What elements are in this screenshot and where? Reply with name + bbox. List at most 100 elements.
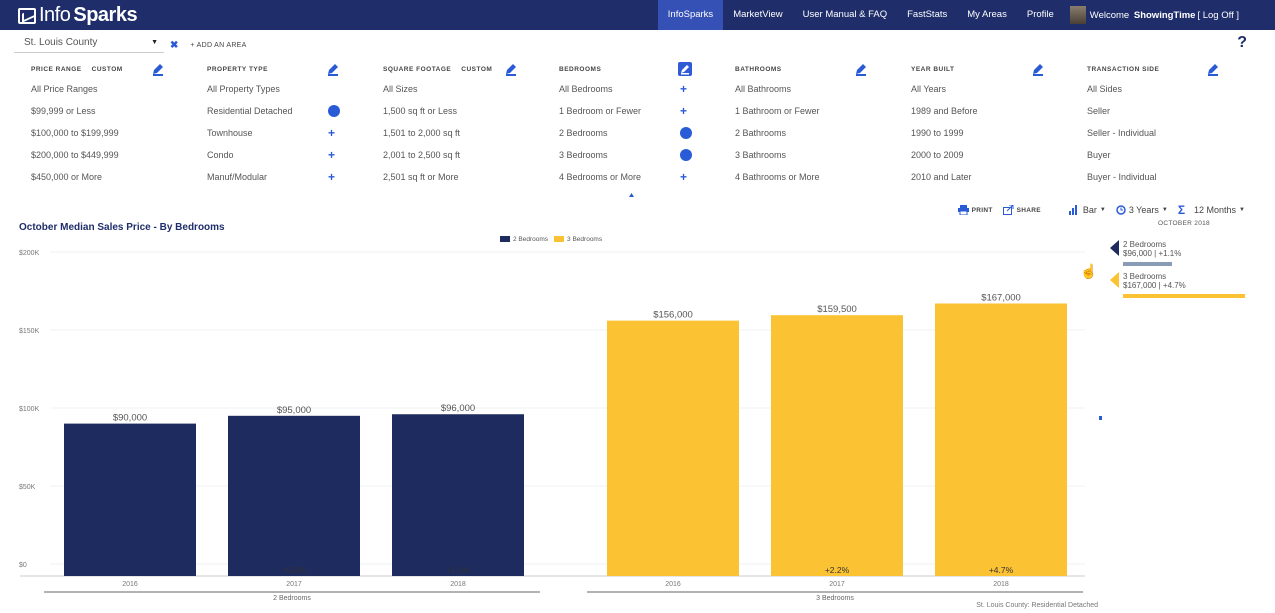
logoff-link[interactable]: [ Log Off ] [1197,9,1239,21]
filter-option[interactable]: All Bedrooms + [559,78,735,100]
edit-filter-icon[interactable] [678,62,692,76]
bar[interactable] [771,315,903,576]
period-value: 12 Months [1194,205,1237,215]
add-plus-icon[interactable]: + [680,82,688,96]
filter-option[interactable]: 1990 to 1999 [911,122,1087,144]
edit-filter-icon[interactable] [1031,62,1045,76]
filter-heading: BATHROOMS [735,60,911,78]
custom-link[interactable]: CUSTOM [91,65,123,73]
help-icon[interactable]: ? [1237,34,1247,51]
filter-option[interactable]: Condo + [207,144,383,166]
filter-option[interactable]: Seller - Individual [1087,122,1263,144]
change-label: +5.6% [282,565,307,575]
filter-heading: TRANSACTION SIDE [1087,60,1263,78]
bar[interactable] [607,320,739,576]
summary-entry-2br[interactable]: 2 Bedrooms $96,000 | +1.1% [1108,240,1240,266]
add-plus-icon[interactable]: + [328,126,336,140]
filter-heading: YEAR BUILT [911,60,1087,78]
filter-option[interactable]: Seller [1087,100,1263,122]
area-dropdown[interactable]: St. Louis County ▼ [14,37,164,53]
edit-filter-icon[interactable] [854,62,868,76]
remove-area-icon[interactable]: ✖ [170,39,179,51]
filter-option[interactable]: Residential Detached [207,100,383,122]
filter-option[interactable]: All Years [911,78,1087,100]
edit-filter-icon[interactable] [1206,62,1220,76]
group-label: 3 Bedrooms [816,595,854,602]
add-plus-icon[interactable]: + [680,170,688,184]
legend-item[interactable]: 3 Bedrooms [554,236,602,243]
filter-option[interactable]: 1,500 sq ft or Less [383,100,559,122]
summary-entry-3br[interactable]: 3 Bedrooms $167,000 | +4.7% [1108,272,1245,298]
add-plus-icon[interactable]: + [328,170,336,184]
filter-option[interactable]: 1989 and Before [911,100,1087,122]
filter-option[interactable]: Buyer [1087,144,1263,166]
legend-item[interactable]: 2 Bedrooms [500,236,548,243]
filter-option[interactable]: All Sides [1087,78,1263,100]
filter-option[interactable]: 2 Bathrooms [735,122,911,144]
filter-option[interactable]: 2010 and Later [911,166,1087,188]
caret-down-icon: ▼ [151,39,158,46]
filter-option[interactable]: 2000 to 2009 [911,144,1087,166]
filter-option[interactable]: 1 Bathroom or Fewer [735,100,911,122]
nav-infosparks[interactable]: InfoSparks [657,0,724,30]
filter-option[interactable]: 3 Bedrooms [559,144,735,166]
caret-down-icon: ▼ [1099,207,1106,213]
range-dropdown[interactable]: 3 Years ▼ [1116,205,1168,215]
filter-option[interactable]: $99,999 or Less [31,100,207,122]
filter-option[interactable]: All Property Types [207,78,383,100]
filter-heading: PRICE RANGE CUSTOM [31,60,207,78]
filter-option[interactable]: $100,000 to $199,999 [31,122,207,144]
filter-option[interactable]: 3 Bathrooms [735,144,911,166]
bar-value-label: $159,500 [817,304,857,315]
filter-option[interactable]: $200,000 to $449,999 [31,144,207,166]
filter-option[interactable]: All Sizes [383,78,559,100]
share-button[interactable]: SHARE [1002,205,1041,215]
nav-my-areas[interactable]: My Areas [967,9,1007,20]
filter-group-bathrooms: BATHROOMS All Bathrooms 1 Bathroom or Fewe… [735,60,911,188]
filter-option[interactable]: 2,001 to 2,500 sq ft [383,144,559,166]
filter-option[interactable]: Townhouse + [207,122,383,144]
filter-option-label: 4 Bathrooms or More [735,172,820,182]
infosparks-logo[interactable]: Info Sparks [18,4,138,27]
bar[interactable] [935,303,1067,576]
filter-option-label: $450,000 or More [31,172,103,182]
hand-cursor-icon: ☝ [1080,263,1098,279]
filter-option-label: $99,999 or Less [31,106,96,116]
legend-label: 3 Bedrooms [567,236,603,243]
group-label: 2 Bedrooms [273,595,311,602]
selected-dot-icon[interactable] [680,127,692,139]
bar[interactable] [228,415,360,576]
chart-legend: 2 Bedrooms 3 Bedrooms [500,236,602,243]
nav-marketview[interactable]: MarketView [733,9,783,20]
filter-option[interactable]: Buyer - Individual [1087,166,1263,188]
custom-link[interactable]: CUSTOM [461,65,493,73]
print-button[interactable]: PRINT [957,205,993,215]
add-plus-icon[interactable]: + [328,148,336,162]
filter-option[interactable]: $450,000 or More [31,166,207,188]
selected-dot-icon[interactable] [328,105,340,117]
filter-option[interactable]: All Price Ranges [31,78,207,100]
bar[interactable] [392,414,524,576]
filter-option[interactable]: 4 Bathrooms or More [735,166,911,188]
add-plus-icon[interactable]: + [680,104,688,118]
edit-filter-icon[interactable] [326,62,340,76]
collapse-filters-icon[interactable] [629,193,634,197]
edit-filter-icon[interactable] [151,62,165,76]
bar[interactable] [64,423,196,576]
filter-option[interactable]: 2,501 sq ft or More [383,166,559,188]
filter-option[interactable]: All Bathrooms [735,78,911,100]
nav-profile[interactable]: Profile [1026,9,1054,20]
filter-option[interactable]: Manuf/Modular + [207,166,383,188]
period-dropdown[interactable]: Σ 12 Months ▼ [1178,203,1245,217]
filter-option[interactable]: 1 Bedroom or Fewer + [559,100,735,122]
chart-type-dropdown[interactable]: Bar ▼ [1068,205,1106,215]
nav-faststats[interactable]: FastStats [907,9,948,20]
filter-option[interactable]: 2 Bedrooms [559,122,735,144]
add-area-link[interactable]: + ADD AN AREA [190,41,247,49]
nav-user-manual[interactable]: User Manual & FAQ [802,9,888,20]
filter-option[interactable]: 4 Bedrooms or More + [559,166,735,188]
selected-dot-icon[interactable] [680,149,692,161]
filter-option-label: Seller [1087,106,1111,116]
filter-option[interactable]: 1,501 to 2,000 sq ft [383,122,559,144]
edit-filter-icon[interactable] [504,62,518,76]
